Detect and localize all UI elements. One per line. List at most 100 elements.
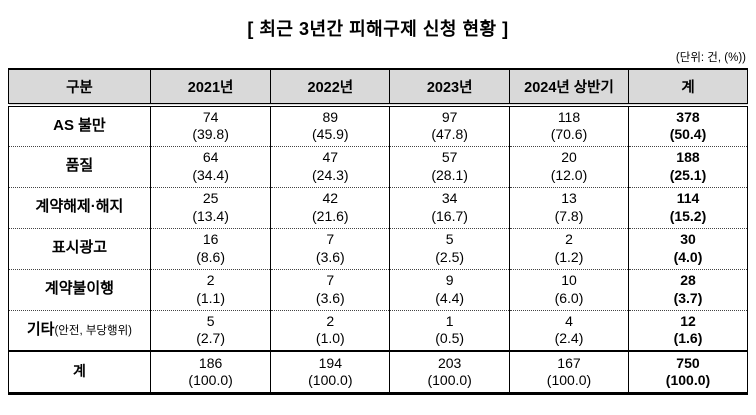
cell-pct: (100.0) — [546, 371, 592, 388]
cell-pct: (100.0) — [188, 371, 233, 388]
cell-pct: (100.0) — [308, 371, 353, 388]
cell-count: 64 — [202, 149, 219, 166]
cell-count: 28 — [680, 272, 696, 289]
data-cell-total: 188 (25.1) — [627, 145, 749, 187]
data-cell: 4 (2.4) — [509, 309, 629, 351]
table-body: AS 불만 74 (39.8) 89 (45.9) 9 7 (47.8) 118 (70.… — [8, 105, 749, 395]
cell-count: 7 — [326, 272, 335, 289]
data-cell: 13 (7.8) — [509, 186, 629, 228]
cell-count: 5 — [206, 313, 215, 330]
data-cell-total: 30 (4.0) — [627, 227, 749, 269]
cell-count: 114 — [676, 190, 700, 207]
cell-pct: (24.3) — [312, 166, 349, 183]
data-cell-total: 378 (50.4) — [627, 105, 749, 146]
cell-pct: (70.6) — [550, 126, 588, 143]
header-row: 구분 2021년 2022년 2023년 2024년 상반기 계 — [8, 68, 749, 107]
cell-count: 10 — [561, 272, 577, 289]
cell-pct: (28.1) — [431, 166, 468, 183]
table-header: 구분 2021년 2022년 2023년 2024년 상반기 계 — [8, 68, 749, 107]
cell-pct: (4.4) — [435, 289, 465, 306]
cell-pct: (1.6) — [673, 330, 703, 347]
header-gubun: 구분 — [8, 68, 151, 107]
cell-pct: (50.4) — [669, 126, 707, 143]
cell-pct: (21.6) — [312, 207, 349, 224]
data-cell: 16 (8.6) — [149, 227, 272, 269]
data-cell: 7 (3.6) — [270, 268, 391, 310]
row-label: 계 — [8, 350, 151, 395]
data-cell: 74 (39.8) — [149, 105, 272, 146]
row-label-suffix: (안전, 부당행위) — [54, 325, 132, 338]
cell-count: 188 — [676, 149, 700, 166]
row-label: 계약불이행 — [8, 268, 151, 310]
data-cell: 5 (2.5) — [389, 227, 510, 269]
cell-pct: (47.8) — [431, 126, 468, 143]
cell-count: 186 — [198, 354, 223, 371]
cell-count: 47 — [322, 149, 339, 166]
cell-pct: (100.0) — [665, 371, 711, 388]
cell-pct: (7.8) — [554, 207, 584, 224]
cell-pct: (16.7) — [431, 207, 468, 224]
table-row-as: AS 불만 74 (39.8) 89 (45.9) 97 (47.8) 118 (70.… — [8, 105, 749, 146]
cell-count: 89 — [322, 109, 339, 126]
cell-pct: (6.0) — [554, 289, 584, 306]
cell-pct: (2.4) — [554, 330, 584, 347]
cell-count: 16 — [202, 231, 219, 248]
data-cell: 34 (16.7) — [389, 186, 510, 228]
cell-pct: (3.6) — [315, 289, 345, 306]
data-cell: 2 (1.1) — [149, 268, 272, 310]
data-cell: 7 (3.6) — [270, 227, 391, 269]
row-label: 품질 — [8, 145, 151, 187]
table-row-total: 계 186 (100.0) 194 (100.0) 203 (100.0) 167 (1… — [8, 350, 749, 395]
cell-pct: (13.4) — [192, 207, 229, 224]
cell-count: 30 — [680, 231, 696, 248]
cell-pct: (3.6) — [315, 248, 345, 265]
cell-count: 25 — [202, 190, 219, 207]
cell-pct: (34.4) — [192, 166, 229, 183]
header-2022: 2022년 — [270, 68, 391, 107]
table-row-quality: 품질 64 (34.4) 47 (24.3) 57 (28.1) 20 (12.0) 1… — [8, 145, 749, 187]
cell-count: 34 — [441, 190, 458, 207]
cell-count: 118 — [557, 109, 581, 126]
cell-pct: (100.0) — [427, 371, 472, 388]
cell-pct: (39.8) — [192, 126, 229, 143]
row-label: 표시광고 — [8, 227, 151, 269]
cell-count: 167 — [557, 354, 581, 371]
data-cell: 47 (24.3) — [270, 145, 391, 187]
cell-count: 9 — [445, 272, 454, 289]
cell-count: 750 — [676, 354, 700, 371]
cell-pct: (45.9) — [312, 126, 349, 143]
data-cell: 10 (6.0) — [509, 268, 629, 310]
data-cell: 20 (12.0) — [509, 145, 629, 187]
header-total: 계 — [627, 68, 749, 107]
cell-pct: (3.7) — [673, 289, 703, 306]
page-title: [ 최근 3년간 피해구제 신청 현황 ] — [247, 19, 509, 39]
cell-pct: (8.6) — [196, 248, 225, 265]
row-label: 기타(안전, 부당행위) — [8, 309, 151, 351]
data-cell: 203 (100.0) — [389, 350, 510, 395]
data-cell: 167 (100.0) — [509, 350, 629, 395]
data-cell: 42 (21.6) — [270, 186, 391, 228]
cell-count: 13 — [561, 190, 577, 207]
cell-count: 203 — [437, 354, 462, 371]
row-label-main: 기타 — [26, 321, 55, 339]
data-cell: 118 (70.6) — [509, 105, 629, 146]
data-cell: 186 (100.0) — [149, 350, 272, 395]
cell-count: 57 — [441, 149, 458, 166]
unit-note: (단위: 건, (%)) — [675, 52, 746, 64]
cell-count: 194 — [318, 354, 342, 371]
cell-count: 42 — [322, 190, 339, 207]
cell-pct: (1.0) — [315, 330, 345, 347]
data-cell: 2 (1.0) — [270, 309, 391, 351]
row-label: AS 불만 — [8, 105, 151, 146]
data-cell: 9 (4.4) — [389, 268, 510, 310]
damage-relief-table: 구분 2021년 2022년 2023년 2024년 상반기 계 AS 불만 7… — [8, 68, 749, 395]
data-cell-total: 750 (100.0) — [627, 350, 749, 395]
cell-count: 4 — [565, 313, 573, 330]
table-row-nonperformance: 계약불이행 2 (1.1) 7 (3.6) 9 (4.4) 10 (6.0) 28 (3.… — [8, 268, 749, 310]
header-2024-h1: 2024년 상반기 — [509, 68, 629, 107]
cell-pct: (25.1) — [669, 166, 707, 183]
data-cell: 89 (45.9) — [270, 105, 391, 146]
data-cell: 57 (28.1) — [389, 145, 510, 187]
cell-pct: (4.0) — [673, 248, 703, 265]
table-row-cancellation: 계약해제·해지 25 (13.4) 42 (21.6) 34 (16.7) 13 (7.… — [8, 186, 749, 228]
